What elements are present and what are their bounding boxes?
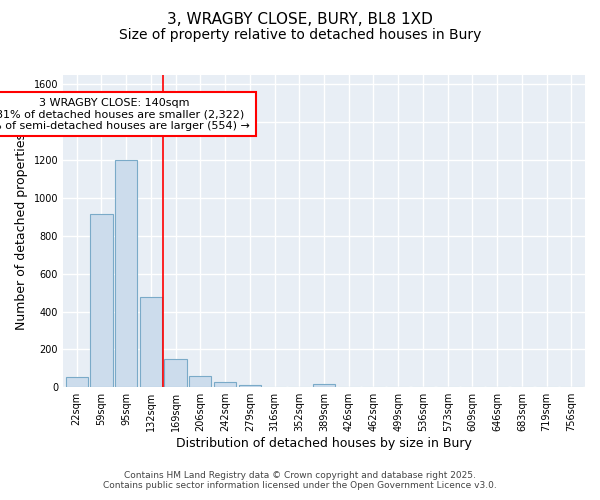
Y-axis label: Number of detached properties: Number of detached properties: [15, 132, 28, 330]
X-axis label: Distribution of detached houses by size in Bury: Distribution of detached houses by size …: [176, 437, 472, 450]
Bar: [214, 382, 236, 387]
Bar: [90, 214, 113, 387]
Text: 3 WRAGBY CLOSE: 140sqm
← 81% of detached houses are smaller (2,322)
19% of semi-: 3 WRAGBY CLOSE: 140sqm ← 81% of detached…: [0, 98, 250, 131]
Bar: [115, 160, 137, 387]
Bar: [239, 386, 261, 387]
Text: Size of property relative to detached houses in Bury: Size of property relative to detached ho…: [119, 28, 481, 42]
Bar: [313, 384, 335, 387]
Bar: [189, 376, 211, 387]
Bar: [65, 377, 88, 387]
Text: 3, WRAGBY CLOSE, BURY, BL8 1XD: 3, WRAGBY CLOSE, BURY, BL8 1XD: [167, 12, 433, 28]
Bar: [164, 359, 187, 387]
Text: Contains HM Land Registry data © Crown copyright and database right 2025.
Contai: Contains HM Land Registry data © Crown c…: [103, 470, 497, 490]
Bar: [140, 298, 162, 387]
